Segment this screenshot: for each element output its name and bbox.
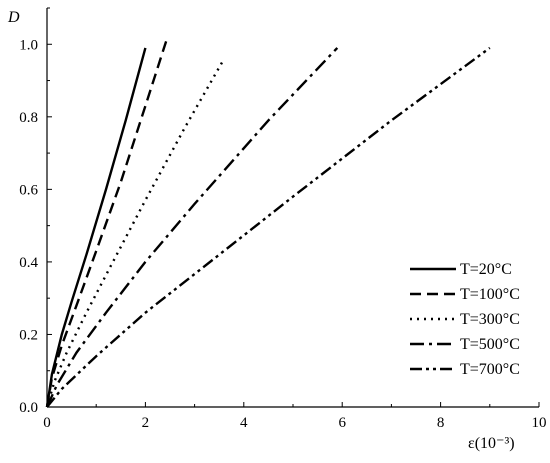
series-group <box>45 36 491 408</box>
y-tick-label: 1.0 <box>19 37 38 53</box>
x-tick-label: 8 <box>437 415 445 431</box>
legend-label-2: T=100°C <box>460 286 520 303</box>
x-ticks: 0 2 4 6 8 10 <box>43 402 547 431</box>
series-line-3 <box>45 58 226 408</box>
x-axis-label: ε(10⁻³) <box>468 435 515 452</box>
x-tick-label: 10 <box>532 415 547 431</box>
series-line-1 <box>45 47 147 408</box>
y-tick-label: 0.8 <box>19 110 38 126</box>
x-tick-label: 2 <box>142 415 150 431</box>
legend-label-4: T=500°C <box>460 336 520 353</box>
x-tick-label: 4 <box>240 415 248 431</box>
y-tick-label: 0.6 <box>19 182 38 198</box>
legend-label-5: T=700°C <box>460 361 520 378</box>
legend-label-1: T=20°C <box>460 261 512 278</box>
y-ticks: 0.0 0.2 0.4 0.6 0.8 1.0 <box>19 7 52 416</box>
series-line-5 <box>46 46 491 408</box>
series-line-2 <box>45 36 169 408</box>
y-tick-label: 0.2 <box>19 327 38 343</box>
x-tick-label: 6 <box>338 415 346 431</box>
y-tick-label: 0.0 <box>19 400 38 416</box>
legend-label-3: T=300°C <box>460 311 520 328</box>
y-tick-label: 0.4 <box>19 255 38 271</box>
y-axis-label: D <box>7 9 20 26</box>
series-line-4 <box>45 47 339 408</box>
legend: T=20°C T=100°C T=300°C T=500°C T=700°C <box>410 261 520 378</box>
x-tick-label: 0 <box>43 415 51 431</box>
